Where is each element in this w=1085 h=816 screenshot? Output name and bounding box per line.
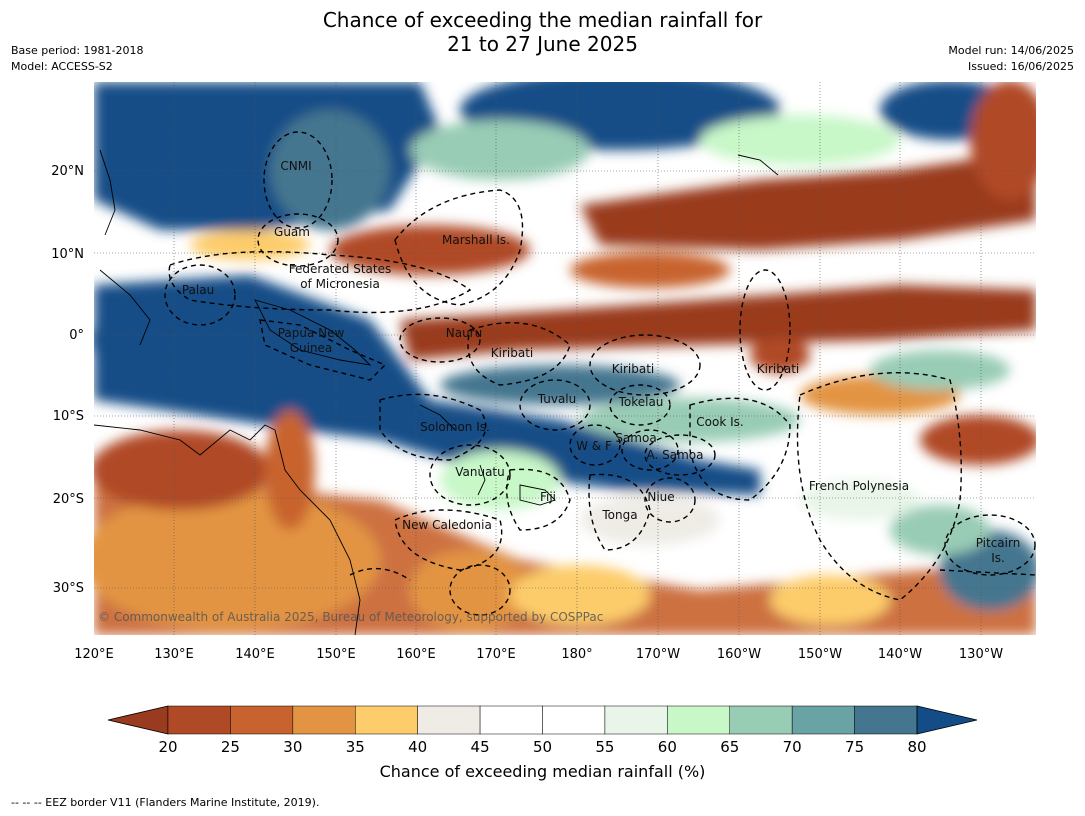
colorbar-tick-label: 50 (533, 738, 552, 756)
title-line-1: Chance of exceeding the median rainfall … (322, 8, 763, 32)
region-label: Palau (182, 283, 214, 297)
lat-tick: 30°S (53, 581, 84, 596)
region-label: Fiji (540, 490, 556, 504)
region-label: Niue (647, 490, 674, 504)
colorbar-segment (604, 705, 668, 735)
colorbar-tick-label: 45 (471, 738, 490, 756)
title-line-2: 21 to 27 June 2025 (447, 32, 638, 56)
lat-tick: 20°N (51, 164, 84, 179)
eez-borders (164, 131, 1037, 616)
model-name: Model: ACCESS-S2 (11, 60, 113, 73)
region-label: Marshall Is. (442, 233, 510, 247)
region-label: A. Samoa (647, 448, 704, 462)
lon-tick: 130°E (154, 647, 194, 662)
map-field (94, 82, 1036, 635)
lon-tick: 170°E (476, 647, 516, 662)
lat-tick: 20°S (53, 492, 84, 507)
colorbar-segment (355, 705, 418, 735)
region-label: of Micronesia (300, 277, 380, 291)
colorbar-segment (729, 705, 793, 735)
region-label: Pitcairn (976, 536, 1021, 550)
lon-tick: 160°E (396, 647, 436, 662)
region-label: Papua New (278, 326, 345, 340)
region-label: Guam (274, 225, 310, 239)
issued-date: Issued: 16/06/2025 (967, 60, 1074, 73)
base-period: Base period: 1981-2018 (11, 44, 144, 57)
graticule (94, 82, 1036, 635)
colorbar-segment (167, 705, 231, 735)
lon-tick: 130°W (959, 647, 1003, 662)
lon-axis: 120°E 130°E 140°E 150°E 160°E 170°E 180°… (74, 647, 1003, 662)
region-label: Federated States (289, 262, 391, 276)
colorbar-segment (230, 705, 294, 735)
region-label: W & F (576, 439, 612, 453)
region-label: Vanuatu (455, 465, 505, 479)
lon-tick: 120°E (74, 647, 114, 662)
colorbar-tick-label: 25 (221, 738, 240, 756)
lon-tick: 160°W (717, 647, 761, 662)
region-label: New Caledonia (402, 518, 492, 532)
colorbar: 20 25 30 35 40 45 50 55 60 65 70 75 80 (107, 705, 978, 756)
meta-left: Base period: 1981-2018 Model: ACCESS-S2 (11, 43, 143, 75)
model-run: Model run: 14/06/2025 (948, 44, 1074, 57)
colorbar-tick-label: 60 (658, 738, 677, 756)
colorbar-segment (854, 705, 918, 735)
region-label: Kiribati (757, 362, 799, 376)
coastlines (94, 149, 779, 635)
lon-tick: 140°E (235, 647, 275, 662)
lon-tick: 150°E (316, 647, 356, 662)
colorbar-extension-high (916, 705, 978, 735)
colorbar-tick-label: 70 (783, 738, 802, 756)
region-label: French Polynesia (809, 479, 909, 493)
lon-tick: 150°W (798, 647, 842, 662)
lat-tick: 0° (69, 328, 84, 343)
colorbar-segment (542, 705, 606, 735)
region-label: Tuvalu (537, 392, 577, 406)
eez-footnote: -- -- -- EEZ border V11 (Flanders Marine… (11, 796, 320, 809)
colorbar-tick-label: 75 (845, 738, 864, 756)
region-label: Guinea (290, 341, 333, 355)
colorbar-tick-label: 40 (408, 738, 427, 756)
lat-axis: 20°N 10°N 0° 10°S 20°S 30°S (51, 164, 84, 596)
region-label: Kiribati (491, 346, 533, 360)
region-label: Tokelau (618, 395, 664, 409)
colorbar-tick-label: 80 (907, 738, 926, 756)
colorbar-segment (667, 705, 730, 735)
lat-tick: 10°S (53, 409, 84, 424)
colorbar-extension-low (107, 705, 169, 735)
lon-tick: 140°W (878, 647, 922, 662)
colorbar-segment (292, 705, 356, 735)
lon-tick: 170°W (636, 647, 680, 662)
region-label: Is. (991, 551, 1005, 565)
colorbar-title: Chance of exceeding median rainfall (%) (379, 762, 706, 781)
colorbar-tick-label: 30 (283, 738, 302, 756)
colorbar-tick-label: 55 (595, 738, 614, 756)
region-label: Nauru (446, 326, 482, 340)
region-label: Solomon Is. (420, 420, 490, 434)
copyright-text: © Commonwealth of Australia 2025, Bureau… (98, 610, 603, 624)
colorbar-segment (479, 705, 543, 735)
region-label: Kiribati (612, 362, 654, 376)
region-label: Cook Is. (696, 415, 743, 429)
region-label: Tonga (601, 508, 637, 522)
lat-tick: 10°N (51, 247, 84, 262)
region-label: Samoa (615, 431, 656, 445)
colorbar-segment (791, 705, 855, 735)
meta-right: Model run: 14/06/2025 Issued: 16/06/2025 (948, 43, 1074, 75)
colorbar-tick-label: 65 (720, 738, 739, 756)
region-labels: CNMI Guam Marshall Is. Federated States … (182, 159, 1020, 565)
region-label: CNMI (280, 159, 311, 173)
colorbar-tick-label: 20 (158, 738, 177, 756)
colorbar-segment (417, 705, 481, 735)
lon-tick: 180° (561, 647, 592, 662)
colorbar-tick-label: 35 (346, 738, 365, 756)
